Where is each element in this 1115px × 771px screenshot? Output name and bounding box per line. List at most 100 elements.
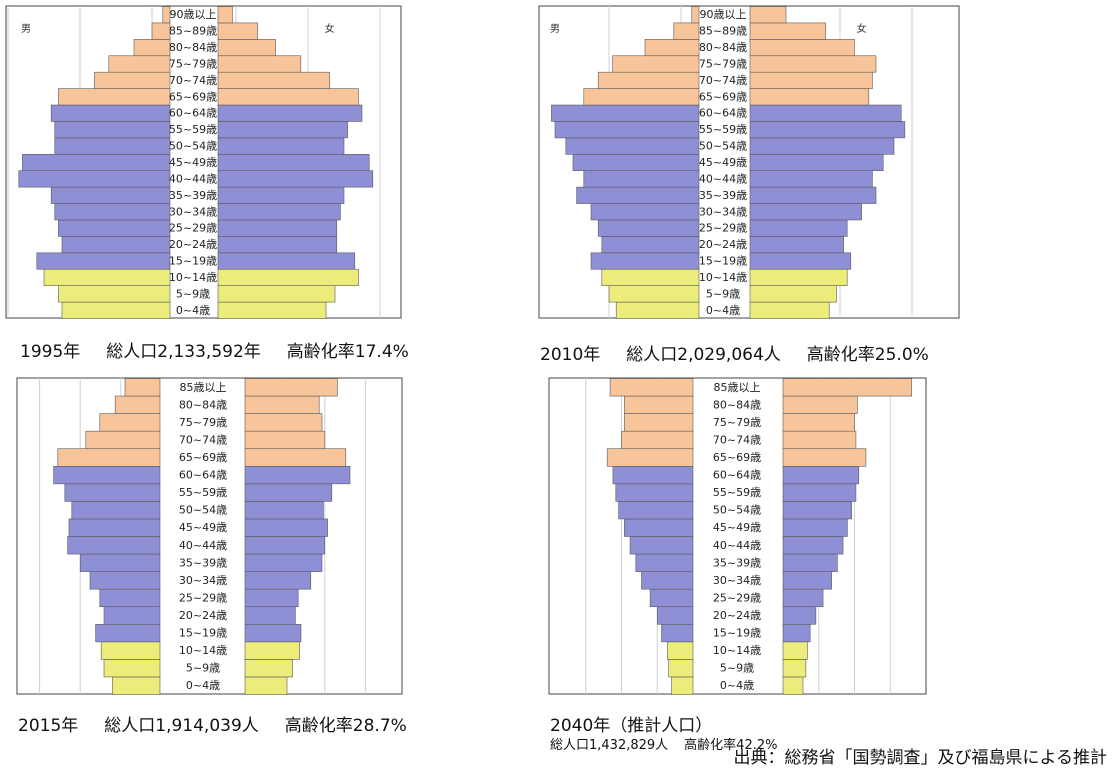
age-label: 75~79歳	[179, 416, 227, 429]
bar-male	[103, 659, 161, 678]
age-label: 10~14歳	[699, 271, 747, 284]
bar-male	[68, 518, 161, 537]
age-label: 65~69歳	[179, 451, 227, 464]
bar-female	[749, 170, 873, 188]
bar-male	[612, 465, 694, 485]
bar-female	[217, 268, 359, 286]
bar-female	[244, 378, 338, 397]
age-label: 80~84歳	[179, 398, 227, 411]
age-label: 50~54歳	[179, 504, 227, 517]
bar-female	[782, 483, 857, 502]
age-label: 55~59歳	[169, 123, 217, 136]
bar-male	[624, 413, 694, 432]
bar-male	[673, 22, 700, 40]
caption-year: 2015年	[18, 716, 79, 736]
bar-male	[50, 186, 171, 204]
age-label: 30~34歳	[169, 205, 217, 218]
age-label: 65~69歳	[699, 90, 747, 103]
bar-male	[572, 153, 700, 172]
age-label: 85~89歳	[699, 25, 747, 38]
bar-female	[749, 88, 870, 106]
bar-female	[244, 465, 351, 485]
bar-male	[133, 39, 171, 57]
bar-female	[782, 571, 832, 590]
age-label: 20~24歳	[169, 238, 217, 251]
age-label: 85~89歳	[169, 25, 217, 38]
pyramid-2040-chart: 0~4歳 5~9歳 10~14歳 15~19歳 20~24歳 25~29歳 30~34歳 35…	[548, 377, 927, 695]
bar-female	[782, 448, 867, 467]
pyramid-2010: 0~4歳 5~9歳 10~14歳 15~19歳 20~24歳 25~29歳 30~34歳 35…	[530, 0, 1115, 370]
bar-female	[782, 413, 855, 432]
bar-male	[58, 285, 171, 303]
age-label: 20~24歳	[699, 238, 747, 251]
age-label: 15~19歳	[179, 627, 227, 640]
age-label: 60~64歳	[713, 469, 761, 482]
age-label: 55~59歳	[179, 486, 227, 499]
age-label: 60~64歳	[699, 107, 747, 120]
bar-female	[217, 236, 338, 254]
bar-male	[103, 606, 161, 625]
age-label: 85歳以上	[180, 381, 227, 394]
bar-female	[749, 22, 826, 40]
bar-male	[61, 301, 171, 319]
bar-male	[649, 588, 694, 608]
bar-male	[54, 121, 171, 139]
bar-male	[36, 252, 171, 270]
bar-female	[782, 395, 858, 414]
bar-female	[217, 186, 345, 204]
bar-female	[749, 285, 837, 303]
bar-male	[629, 536, 694, 555]
bar-female	[217, 252, 356, 270]
age-label: 50~54歳	[699, 140, 747, 153]
age-label: 15~19歳	[713, 627, 761, 640]
bar-male	[635, 553, 694, 572]
bar-female	[217, 285, 336, 303]
bar-male	[100, 641, 161, 660]
age-label: 80~84歳	[699, 41, 747, 54]
bar-female	[782, 553, 838, 572]
bar-female	[217, 6, 233, 24]
age-label: 15~19歳	[169, 255, 217, 268]
age-label: 75~79歳	[169, 57, 217, 70]
bar-female	[782, 501, 852, 520]
bar-female	[749, 203, 862, 221]
age-label: 20~24歳	[179, 609, 227, 622]
pyramid-1995: 0~4歳 5~9歳 10~14歳 15~19歳 20~24歳 25~29歳 30~34歳 35…	[0, 0, 540, 370]
age-label: 65~69歳	[713, 451, 761, 464]
bar-male	[64, 483, 161, 502]
bar-male	[112, 676, 161, 695]
bar-female	[217, 55, 302, 73]
bar-female	[749, 301, 830, 319]
age-label: 0~4歳	[186, 679, 220, 692]
age-label: 45~49歳	[169, 156, 217, 169]
bar-male	[668, 659, 694, 678]
bar-female	[749, 268, 848, 286]
bar-female	[244, 483, 333, 502]
bar-female	[782, 641, 808, 660]
bar-female	[749, 252, 852, 270]
age-label: 10~14歳	[179, 644, 227, 657]
bar-male	[576, 186, 700, 204]
bar-female	[782, 465, 860, 485]
bar-male	[597, 71, 700, 89]
age-label: 35~39歳	[179, 556, 227, 569]
bar-female	[782, 606, 817, 625]
bar-female	[217, 22, 258, 40]
bar-female	[244, 623, 302, 643]
bar-female	[244, 395, 320, 414]
pyramid-1995-chart: 0~4歳 5~9歳 10~14歳 15~19歳 20~24歳 25~29歳 30~34歳 35…	[5, 5, 402, 319]
bar-female	[244, 430, 326, 450]
bar-male	[565, 137, 700, 155]
bar-male	[615, 301, 700, 319]
bar-male	[54, 137, 171, 155]
bar-female	[244, 553, 323, 572]
age-label: 50~54歳	[169, 140, 217, 153]
age-label: 75~79歳	[713, 416, 761, 429]
age-label: 25~29歳	[169, 222, 217, 235]
bar-male	[94, 71, 171, 89]
pyramid-2015-chart: 0~4歳 5~9歳 10~14歳 15~19歳 20~24歳 25~29歳 30~34歳 35…	[16, 377, 403, 695]
bar-male	[79, 553, 161, 572]
caption-aging: 高齢化率17.4%	[286, 342, 409, 362]
caption-2015: 2015年 総人口1,914,039人 高齢化率28.7%	[18, 711, 407, 736]
bar-female	[782, 676, 804, 695]
